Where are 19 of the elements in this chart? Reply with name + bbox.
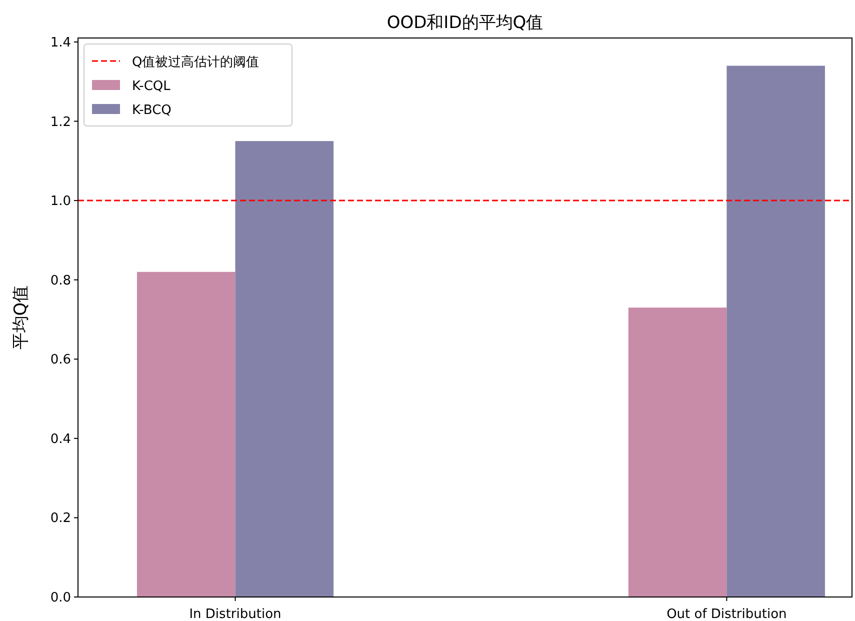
y-tick-label: 1.0 — [50, 194, 71, 210]
y-tick-label: 1.2 — [50, 114, 71, 130]
y-tick-label: 0.0 — [50, 590, 71, 606]
y-axis-title: 平均Q值 — [11, 285, 31, 350]
y-tick-label: 0.6 — [50, 352, 71, 368]
chart-title: OOD和ID的平均Q值 — [386, 13, 544, 33]
legend-label: K-BCQ — [132, 103, 172, 118]
y-tick-label: 1.4 — [50, 35, 71, 50]
bar — [136, 272, 236, 597]
legend-label: K-CQL — [132, 79, 172, 94]
x-tick-label: In Distribution — [189, 607, 282, 621]
y-tick-label: 0.4 — [50, 432, 71, 447]
bar — [726, 66, 825, 597]
bar — [235, 141, 334, 597]
y-tick-label: 0.8 — [50, 273, 71, 288]
x-tick-label: Out of Distribution — [666, 607, 787, 621]
legend-label: Q值被过高估计的阈值 — [132, 54, 260, 70]
bar — [628, 308, 727, 597]
y-tick-label: 0.2 — [50, 511, 71, 526]
